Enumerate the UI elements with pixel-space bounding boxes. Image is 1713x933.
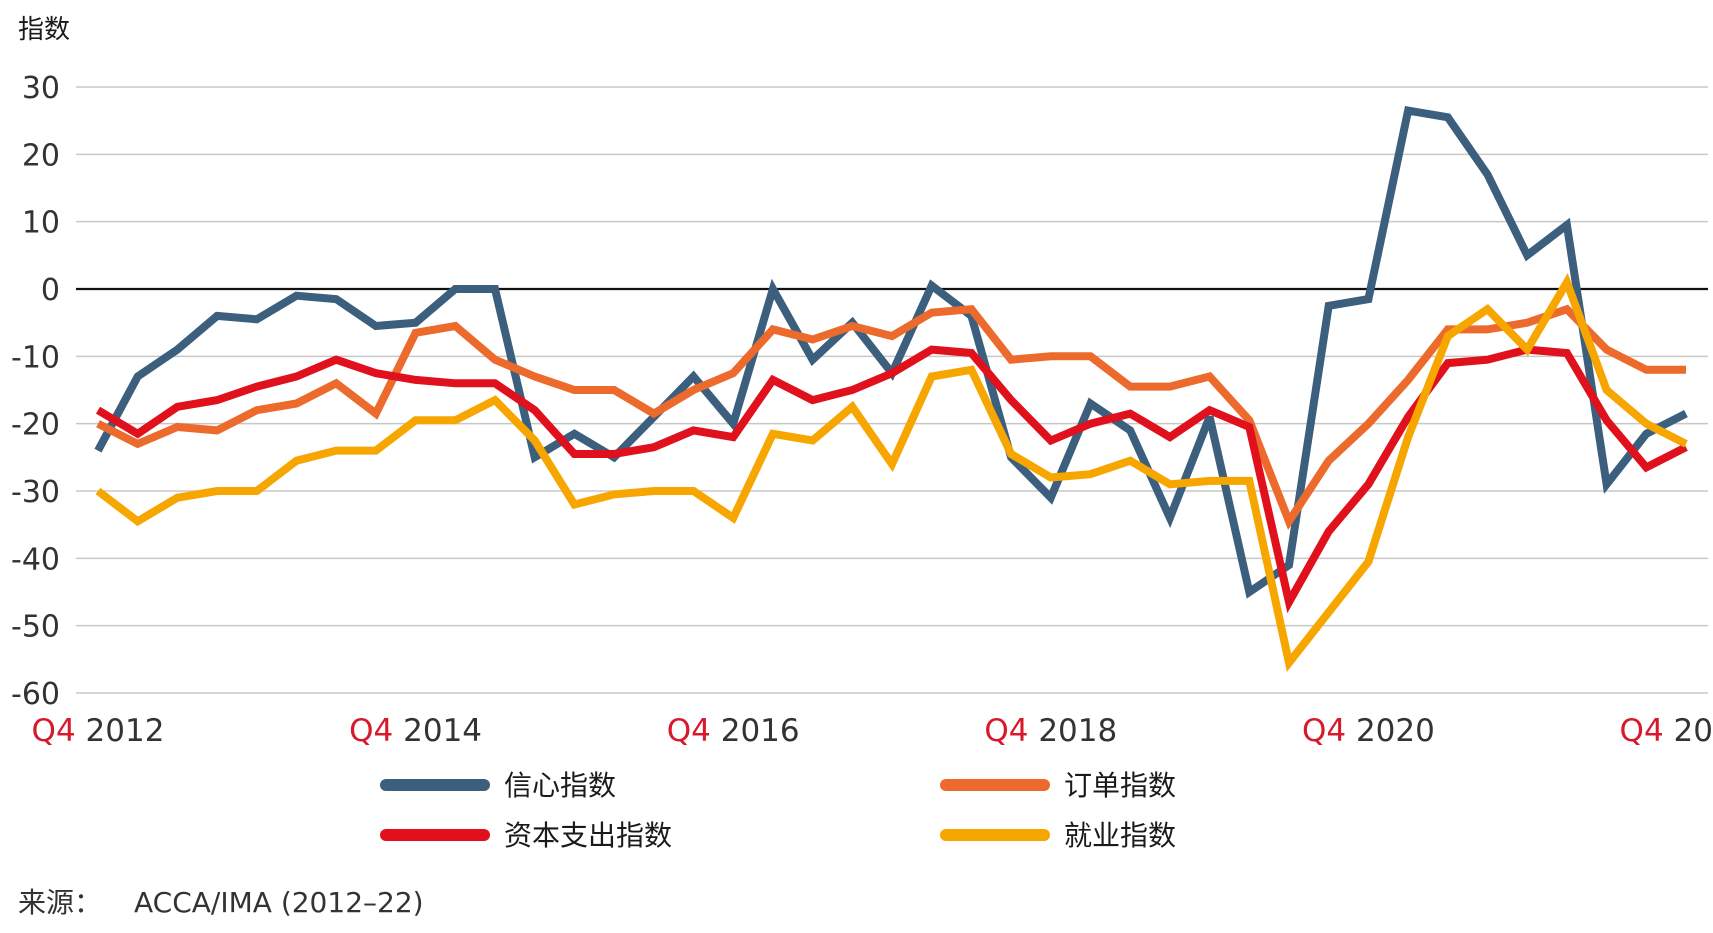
x-tick-label: Q4 2016 bbox=[667, 713, 800, 749]
y-tick-label: 20 bbox=[22, 138, 60, 173]
x-tick-label: Q4 2022 bbox=[1620, 713, 1713, 749]
x-tick-prefix: Q4 bbox=[32, 713, 86, 749]
y-tick-label: 0 bbox=[41, 273, 60, 308]
y-tick-label: 30 bbox=[22, 71, 60, 106]
y-axis-label: 指数 bbox=[18, 15, 70, 45]
x-tick-label: Q4 2020 bbox=[1302, 713, 1435, 749]
source-note: 来源： ACCA/IMA (2012–22) bbox=[18, 886, 424, 919]
source-value: ACCA/IMA (2012–22) bbox=[134, 886, 424, 919]
y-axis-ticks: 30 20 10 0 -10 -20 -30 -40 -50 -60 bbox=[11, 71, 60, 712]
x-tick-prefix: Q4 bbox=[984, 713, 1038, 749]
series-line-1 bbox=[94, 106, 1688, 599]
x-tick-prefix: Q4 bbox=[1620, 713, 1674, 749]
x-tick-label: Q4 2012 bbox=[32, 713, 165, 749]
y-tick-label: -20 bbox=[11, 408, 60, 443]
gridlines bbox=[76, 86, 1708, 694]
x-tick-year: 2012 bbox=[86, 713, 165, 749]
y-tick-label: -50 bbox=[11, 610, 60, 645]
x-tick-prefix: Q4 bbox=[667, 713, 721, 749]
y-tick-label: -40 bbox=[11, 542, 60, 577]
legend-label-3: 资本支出指数 bbox=[504, 819, 672, 852]
x-tick-label: Q4 2014 bbox=[349, 713, 482, 749]
series-line-2 bbox=[96, 304, 1686, 530]
x-tick-prefix: Q4 bbox=[1302, 713, 1356, 749]
legend-label-4: 就业指数 bbox=[1064, 819, 1176, 852]
x-axis-ticks: Q4 2012 Q4 2014 Q4 2016 Q4 2018 Q4 2020 Q4 20… bbox=[32, 713, 1713, 749]
y-tick-label: -60 bbox=[11, 677, 60, 712]
legend-label-1: 信心指数 bbox=[504, 769, 616, 802]
y-tick-label: -10 bbox=[11, 340, 60, 375]
x-tick-year: 2022 bbox=[1674, 713, 1713, 749]
x-tick-year: 2014 bbox=[403, 713, 482, 749]
x-tick-prefix: Q4 bbox=[349, 713, 403, 749]
x-tick-year: 2016 bbox=[721, 713, 800, 749]
y-tick-label: -30 bbox=[11, 475, 60, 510]
x-tick-label: Q4 2018 bbox=[984, 713, 1117, 749]
x-tick-year: 2020 bbox=[1356, 713, 1435, 749]
legend-label-2: 订单指数 bbox=[1064, 769, 1176, 802]
x-tick-year: 2018 bbox=[1038, 713, 1117, 749]
source-label: 来源： bbox=[18, 886, 102, 919]
series-lines bbox=[94, 106, 1688, 672]
y-tick-label: 10 bbox=[22, 206, 60, 241]
series-line-4 bbox=[95, 273, 1688, 672]
